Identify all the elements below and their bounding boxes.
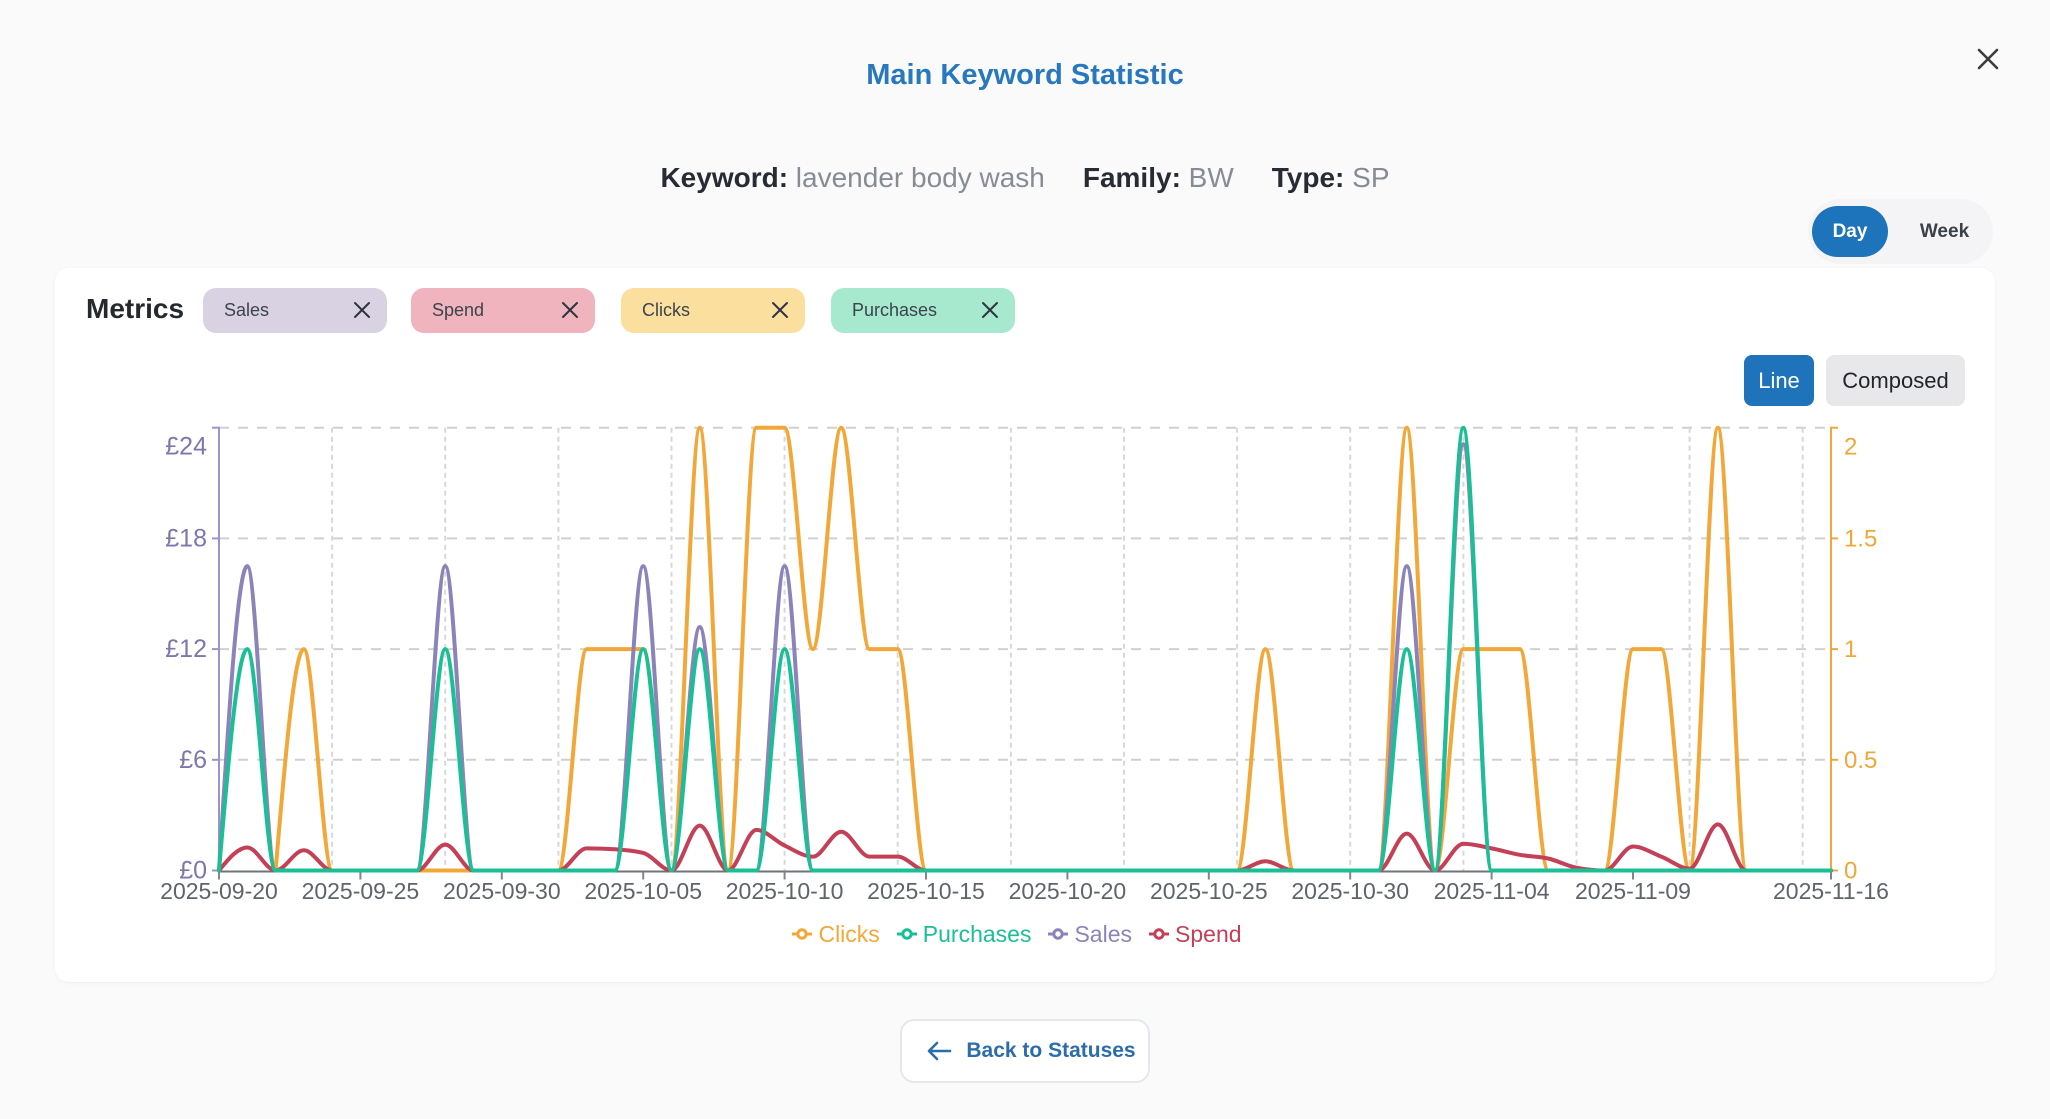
svg-text:£24: £24 — [165, 433, 207, 461]
svg-text:1.5: 1.5 — [1844, 525, 1877, 552]
svg-text:£18: £18 — [165, 524, 207, 552]
svg-text:2025-09-30: 2025-09-30 — [443, 878, 561, 904]
svg-text:2025-09-20: 2025-09-20 — [160, 878, 278, 904]
svg-text:0: 0 — [1844, 858, 1857, 885]
svg-text:£0: £0 — [179, 857, 207, 885]
svg-text:1: 1 — [1844, 636, 1857, 663]
svg-text:£12: £12 — [165, 635, 207, 663]
svg-text:2025-10-20: 2025-10-20 — [1009, 878, 1127, 904]
svg-text:2025-10-25: 2025-10-25 — [1150, 878, 1268, 904]
svg-text:2025-09-25: 2025-09-25 — [302, 878, 420, 904]
svg-text:2025-11-09: 2025-11-09 — [1575, 878, 1691, 904]
svg-text:2: 2 — [1844, 434, 1857, 461]
svg-text:£6: £6 — [179, 746, 207, 774]
svg-text:2025-10-15: 2025-10-15 — [867, 878, 985, 904]
svg-text:2025-10-10: 2025-10-10 — [726, 878, 844, 904]
svg-text:0.5: 0.5 — [1844, 747, 1877, 774]
svg-text:2025-11-16: 2025-11-16 — [1773, 878, 1889, 904]
svg-text:2025-10-30: 2025-10-30 — [1291, 878, 1409, 904]
svg-text:2025-10-05: 2025-10-05 — [584, 878, 702, 904]
svg-text:2025-11-04: 2025-11-04 — [1434, 878, 1550, 904]
